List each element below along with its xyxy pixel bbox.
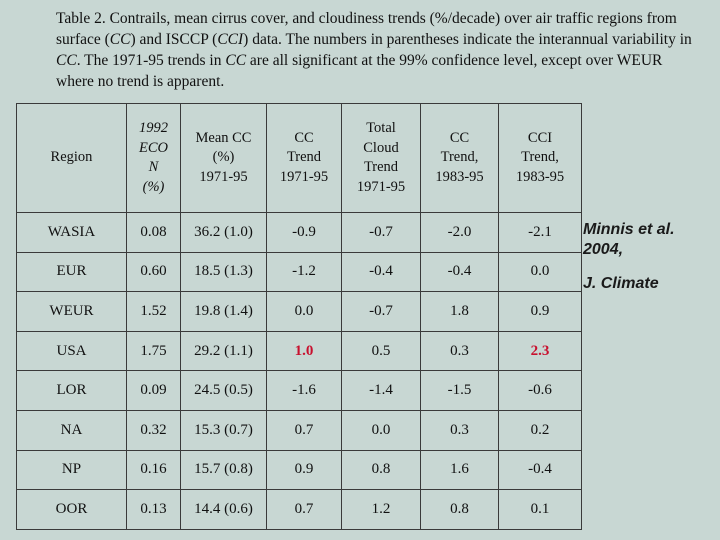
table-row: USA 1.75 29.2 (1.1) 1.0 0.5 0.3 2.3 — [16, 330, 582, 372]
cell-total-cloud-trend: 0.5 — [341, 330, 421, 372]
cell-total-cloud-trend: 0.0 — [341, 409, 421, 451]
cell-econ: 0.09 — [126, 370, 181, 411]
table-row: WEUR 1.52 19.8 (1.4) 0.0 -0.7 1.8 0.9 — [16, 291, 582, 332]
citation: Minnis et al. 2004, J. Climate — [583, 220, 713, 294]
cell-mean-cc: 18.5 (1.3) — [180, 251, 267, 293]
cell-econ: 0.60 — [126, 251, 181, 293]
cell-cc-trend-1983: 0.3 — [420, 330, 499, 372]
cell-cc-trend-1983: 0.3 — [420, 409, 499, 451]
cell-region: OOR — [16, 489, 127, 530]
cell-cc-trend-1971: 0.7 — [266, 409, 342, 451]
header-cci-trend-1983-95: CCI Trend, 1983-95 — [498, 103, 582, 213]
cell-cci-trend-1983: -0.6 — [498, 370, 582, 411]
cell-econ: 0.16 — [126, 449, 181, 491]
cell-cci-trend-1983: 2.3 — [498, 330, 582, 372]
cell-mean-cc: 15.7 (0.8) — [180, 449, 267, 491]
table-row: WASIA 0.08 36.2 (1.0) -0.9 -0.7 -2.0 -2.1 — [16, 212, 582, 253]
header-cc-trend-1983-95: CC Trend, 1983-95 — [420, 103, 499, 213]
cell-region: LOR — [16, 370, 127, 411]
table-row: LOR 0.09 24.5 (0.5) -1.6 -1.4 -1.5 -0.6 — [16, 370, 582, 411]
cell-total-cloud-trend: -0.7 — [341, 291, 421, 332]
citation-authors: Minnis et al. — [583, 221, 675, 238]
cell-econ: 1.75 — [126, 330, 181, 372]
cell-mean-cc: 24.5 (0.5) — [180, 370, 267, 411]
cell-econ: 0.13 — [126, 489, 181, 530]
cell-cc-trend-1983: 1.8 — [420, 291, 499, 332]
header-region: Region — [16, 103, 127, 213]
cell-mean-cc: 19.8 (1.4) — [180, 291, 267, 332]
cell-total-cloud-trend: -0.7 — [341, 212, 421, 253]
cell-cc-trend-1983: -1.5 — [420, 370, 499, 411]
cell-cci-trend-1983: -0.4 — [498, 449, 582, 491]
cell-cci-trend-1983: 0.9 — [498, 291, 582, 332]
cell-region: WASIA — [16, 212, 127, 253]
header-total-cloud-trend: Total Cloud Trend 1971-95 — [341, 103, 421, 213]
cell-total-cloud-trend: -1.4 — [341, 370, 421, 411]
header-econ-1992: 1992 ECO N (%) — [126, 103, 181, 213]
cell-mean-cc: 15.3 (0.7) — [180, 409, 267, 451]
cell-mean-cc: 36.2 (1.0) — [180, 212, 267, 253]
cell-cc-trend-1983: 0.8 — [420, 489, 499, 530]
citation-journal: J. Climate — [583, 275, 659, 292]
cell-region: WEUR — [16, 291, 127, 332]
cell-cc-trend-1971: -0.9 — [266, 212, 342, 253]
table-row: NP 0.16 15.7 (0.8) 0.9 0.8 1.6 -0.4 — [16, 449, 582, 491]
cell-cci-trend-1983: -2.1 — [498, 212, 582, 253]
cell-total-cloud-trend: 0.8 — [341, 449, 421, 491]
cell-cc-trend-1971: 0.0 — [266, 291, 342, 332]
cell-cc-trend-1971: 1.0 — [266, 330, 342, 372]
cell-mean-cc: 14.4 (0.6) — [180, 489, 267, 530]
table-caption: Table 2. Contrails, mean cirrus cover, a… — [56, 10, 692, 90]
cell-total-cloud-trend: -0.4 — [341, 251, 421, 293]
citation-year: 2004, — [583, 241, 624, 258]
table-row: NA 0.32 15.3 (0.7) 0.7 0.0 0.3 0.2 — [16, 409, 582, 451]
table-row: OOR 0.13 14.4 (0.6) 0.7 1.2 0.8 0.1 — [16, 489, 582, 530]
cell-cc-trend-1971: 0.7 — [266, 489, 342, 530]
header-cc-trend-1971-95: CC Trend 1971-95 — [266, 103, 342, 213]
cell-region: NA — [16, 409, 127, 451]
cell-econ: 0.32 — [126, 409, 181, 451]
cell-econ: 0.08 — [126, 212, 181, 253]
cell-cc-trend-1983: -0.4 — [420, 251, 499, 293]
cell-total-cloud-trend: 1.2 — [341, 489, 421, 530]
header-row: Region 1992 ECO N (%) Mean CC (%) 1971-95 CC T… — [16, 103, 582, 213]
cell-cc-trend-1983: 1.6 — [420, 449, 499, 491]
cell-region: USA — [16, 330, 127, 372]
header-mean-cc: Mean CC (%) 1971-95 — [180, 103, 267, 213]
cell-region: NP — [16, 449, 127, 491]
cell-cc-trend-1971: 0.9 — [266, 449, 342, 491]
cell-cci-trend-1983: 0.0 — [498, 251, 582, 293]
cell-cc-trend-1983: -2.0 — [420, 212, 499, 253]
cirrus-trends-table: Region 1992 ECO N (%) Mean CC (%) 1971-95 CC T… — [16, 103, 582, 530]
table-row: EUR 0.60 18.5 (1.3) -1.2 -0.4 -0.4 0.0 — [16, 251, 582, 293]
cell-cci-trend-1983: 0.1 — [498, 489, 582, 530]
cell-cc-trend-1971: -1.6 — [266, 370, 342, 411]
cell-cci-trend-1983: 0.2 — [498, 409, 582, 451]
cell-region: EUR — [16, 251, 127, 293]
cell-econ: 1.52 — [126, 291, 181, 332]
cell-cc-trend-1971: -1.2 — [266, 251, 342, 293]
cell-mean-cc: 29.2 (1.1) — [180, 330, 267, 372]
